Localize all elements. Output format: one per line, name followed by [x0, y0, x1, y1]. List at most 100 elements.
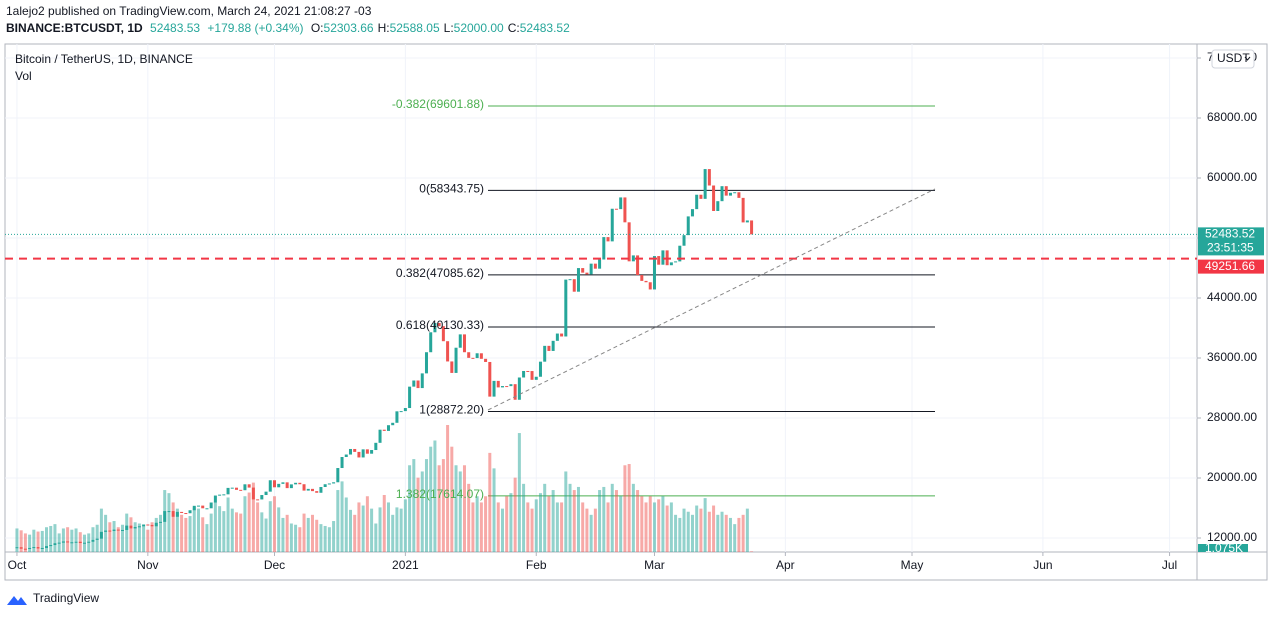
volume-bar	[175, 508, 179, 552]
symbol-line: BINANCE:BTCUSDT, 1D 52483.53 +179.88 (+0…	[6, 21, 570, 35]
volume-bar	[137, 523, 141, 552]
volume-bar	[357, 502, 361, 552]
fib-label: 0.382(47085.62)	[396, 266, 484, 280]
volume-bar	[581, 502, 585, 552]
volume-bar	[437, 465, 441, 552]
volume-bar	[370, 508, 374, 552]
brand-name: TradingView	[33, 591, 99, 605]
volume-bar	[598, 490, 602, 552]
volume-bar	[319, 524, 323, 552]
volume-bar	[36, 531, 40, 552]
last-price-label: 52483.52	[1205, 227, 1255, 241]
volume-bar	[509, 493, 513, 552]
candle-body	[408, 386, 412, 409]
candle-body	[530, 371, 534, 380]
candle-body	[733, 192, 737, 194]
candle-body	[234, 487, 238, 490]
x-tick-label: Jul	[1162, 558, 1177, 572]
volume-bar	[576, 486, 580, 552]
candle-body	[285, 482, 289, 489]
volume-bar	[610, 483, 614, 552]
candle-body	[95, 538, 99, 540]
volume-bar	[340, 481, 344, 552]
candle-body	[614, 208, 618, 210]
volume-bar	[551, 490, 555, 552]
candle-body	[720, 186, 724, 202]
volume-bar	[547, 496, 551, 552]
candle-body	[678, 245, 682, 262]
grid	[5, 44, 1197, 552]
volume-bar	[146, 529, 150, 552]
candle-body	[57, 542, 61, 544]
volume-bar	[133, 522, 137, 552]
volume-bar	[184, 517, 188, 552]
volume-bar	[530, 508, 534, 552]
candle-body	[268, 480, 272, 492]
candle-body	[454, 347, 458, 373]
candle-body	[674, 261, 678, 263]
volume-bar	[247, 492, 251, 552]
ohlc-value: 52483.52	[520, 21, 570, 35]
y-tick-label: 36000.00	[1207, 350, 1257, 364]
candle-body	[610, 208, 614, 242]
volume-bar	[302, 513, 306, 552]
volume-bar	[196, 508, 200, 552]
candle-body	[412, 380, 416, 387]
volume-bar	[488, 452, 492, 552]
candle-body	[682, 235, 686, 246]
volume-bar	[572, 490, 576, 552]
chart-frame	[4, 43, 1268, 581]
candle-body	[116, 529, 120, 531]
volume-bar	[201, 517, 205, 552]
candle-body	[353, 448, 357, 452]
volume-bar	[627, 464, 631, 552]
candle-body	[167, 511, 171, 513]
currency-label[interactable]: USDT	[1217, 51, 1250, 65]
volume-bar	[517, 433, 521, 552]
candle-body	[306, 488, 310, 491]
candle-body	[323, 484, 327, 487]
volume-bar	[678, 517, 682, 552]
fib-label: 0(58343.75)	[419, 182, 484, 196]
volume-bar	[623, 465, 627, 552]
candle-body	[576, 268, 580, 292]
volume-bar	[332, 521, 336, 552]
candle-body	[302, 484, 306, 491]
candle-body	[712, 185, 716, 212]
x-tick-label: May	[901, 558, 924, 572]
volume-bar	[125, 513, 129, 552]
candle-body	[424, 352, 428, 374]
y-tick-label: 60000.00	[1207, 170, 1257, 184]
axes: 12000.00 20000.00 28000.00 36000.00 44000.00…	[8, 50, 1264, 572]
candle-body	[365, 449, 369, 454]
candle-body	[158, 521, 162, 523]
x-tick-label: Oct	[8, 558, 27, 572]
candle-body	[513, 384, 517, 400]
currency-button[interactable]	[1211, 49, 1255, 69]
volume-bar	[446, 425, 450, 552]
chart-title: Bitcoin / TetherUS, 1D, BINANCE	[15, 52, 193, 66]
volume-bar	[150, 522, 154, 552]
volume-bar	[707, 511, 711, 552]
volume-bar	[631, 483, 635, 552]
volume-bar	[703, 498, 707, 552]
volume-bar	[724, 514, 728, 552]
candle-body	[690, 209, 694, 217]
volume-bar	[378, 507, 382, 552]
volume-bar	[564, 471, 568, 552]
candle-body	[188, 510, 192, 514]
fib-label: 1.382(17614.07)	[396, 487, 484, 501]
volume-bar	[104, 514, 108, 552]
candle-body	[281, 482, 285, 484]
volume-bar	[479, 502, 483, 552]
volume-bar	[458, 471, 462, 552]
volume-bar	[399, 508, 403, 552]
volume-bar	[171, 502, 175, 552]
candle-body	[70, 542, 74, 544]
candle-body	[163, 511, 167, 522]
y-tick-label: 20000.00	[1207, 470, 1257, 484]
candle-body	[180, 511, 184, 514]
volume-bar	[344, 497, 348, 552]
volume-bar	[475, 496, 479, 552]
